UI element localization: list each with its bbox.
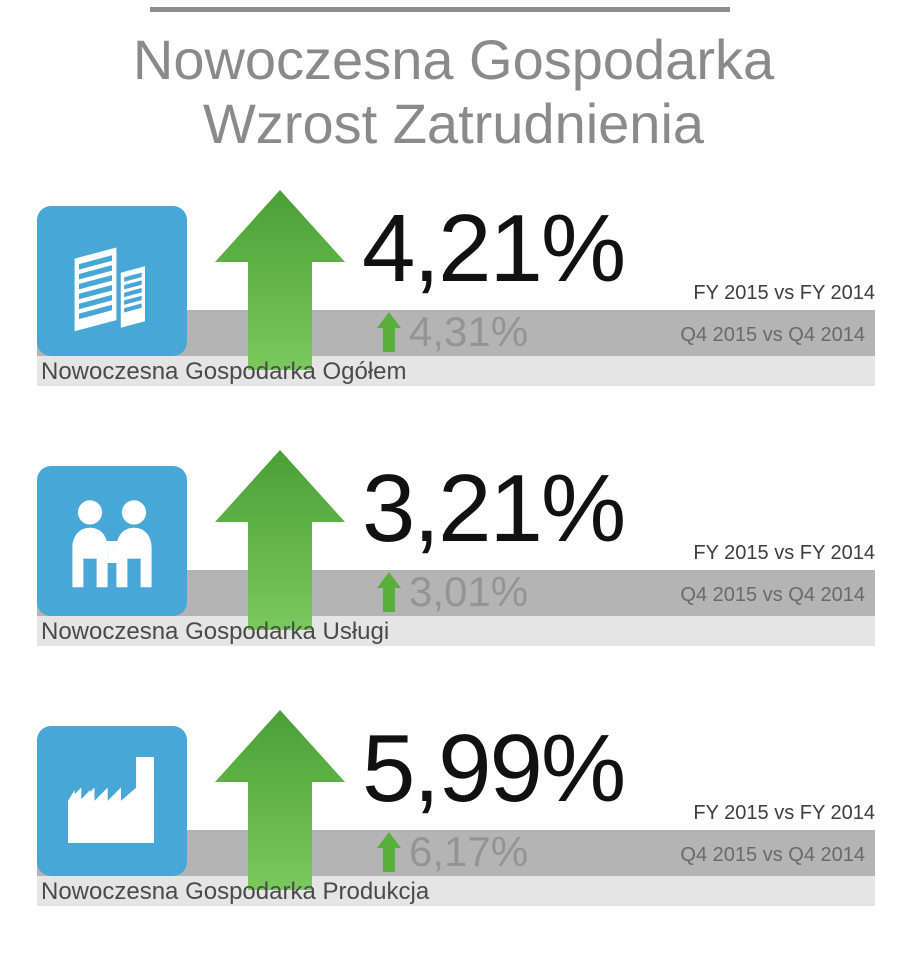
section-label: Nowoczesna Gospodarka Usługi bbox=[41, 618, 389, 646]
section-produkcja: 5,99% 6,17% FY 2015 vs FY 2014 Q4 2015 v… bbox=[37, 720, 875, 920]
section-label: Nowoczesna Gospodarka Ogółem bbox=[41, 358, 407, 386]
page-title: Nowoczesna Gospodarka Wzrost Zatrudnieni… bbox=[0, 28, 907, 157]
arrow-up-icon bbox=[215, 190, 345, 370]
factory-icon bbox=[37, 726, 187, 876]
arrow-up-icon bbox=[215, 710, 345, 890]
small-arrow-up-icon bbox=[377, 832, 401, 872]
period-sub-label: Q4 2015 vs Q4 2014 bbox=[680, 324, 865, 347]
buildings-icon bbox=[37, 206, 187, 356]
main-percentage: 5,99% bbox=[362, 714, 624, 824]
section-uslugi: 3,21% 3,01% FY 2015 vs FY 2014 Q4 2015 v… bbox=[37, 460, 875, 660]
section-ogolem: 4,21% 4,31% FY 2015 vs FY 2014 Q4 2015 v… bbox=[37, 200, 875, 400]
sub-percentage: 6,17% bbox=[409, 828, 528, 876]
small-arrow-up-icon bbox=[377, 572, 401, 612]
period-main-label: FY 2015 vs FY 2014 bbox=[693, 282, 875, 305]
sub-row: 6,17% bbox=[377, 828, 528, 876]
arrow-up-icon bbox=[215, 450, 345, 630]
header-divider bbox=[150, 7, 730, 12]
sub-row: 4,31% bbox=[377, 308, 528, 356]
sub-percentage: 3,01% bbox=[409, 568, 528, 616]
period-main-label: FY 2015 vs FY 2014 bbox=[693, 542, 875, 565]
main-percentage: 4,21% bbox=[362, 194, 624, 304]
period-main-label: FY 2015 vs FY 2014 bbox=[693, 802, 875, 825]
sub-percentage: 4,31% bbox=[409, 308, 528, 356]
people-icon bbox=[37, 466, 187, 616]
period-sub-label: Q4 2015 vs Q4 2014 bbox=[680, 844, 865, 867]
main-percentage: 3,21% bbox=[362, 454, 624, 564]
period-sub-label: Q4 2015 vs Q4 2014 bbox=[680, 584, 865, 607]
section-label: Nowoczesna Gospodarka Produkcja bbox=[41, 878, 429, 906]
sub-row: 3,01% bbox=[377, 568, 528, 616]
small-arrow-up-icon bbox=[377, 312, 401, 352]
title-line-2: Wzrost Zatrudnienia bbox=[203, 92, 704, 155]
title-line-1: Nowoczesna Gospodarka bbox=[133, 28, 774, 91]
